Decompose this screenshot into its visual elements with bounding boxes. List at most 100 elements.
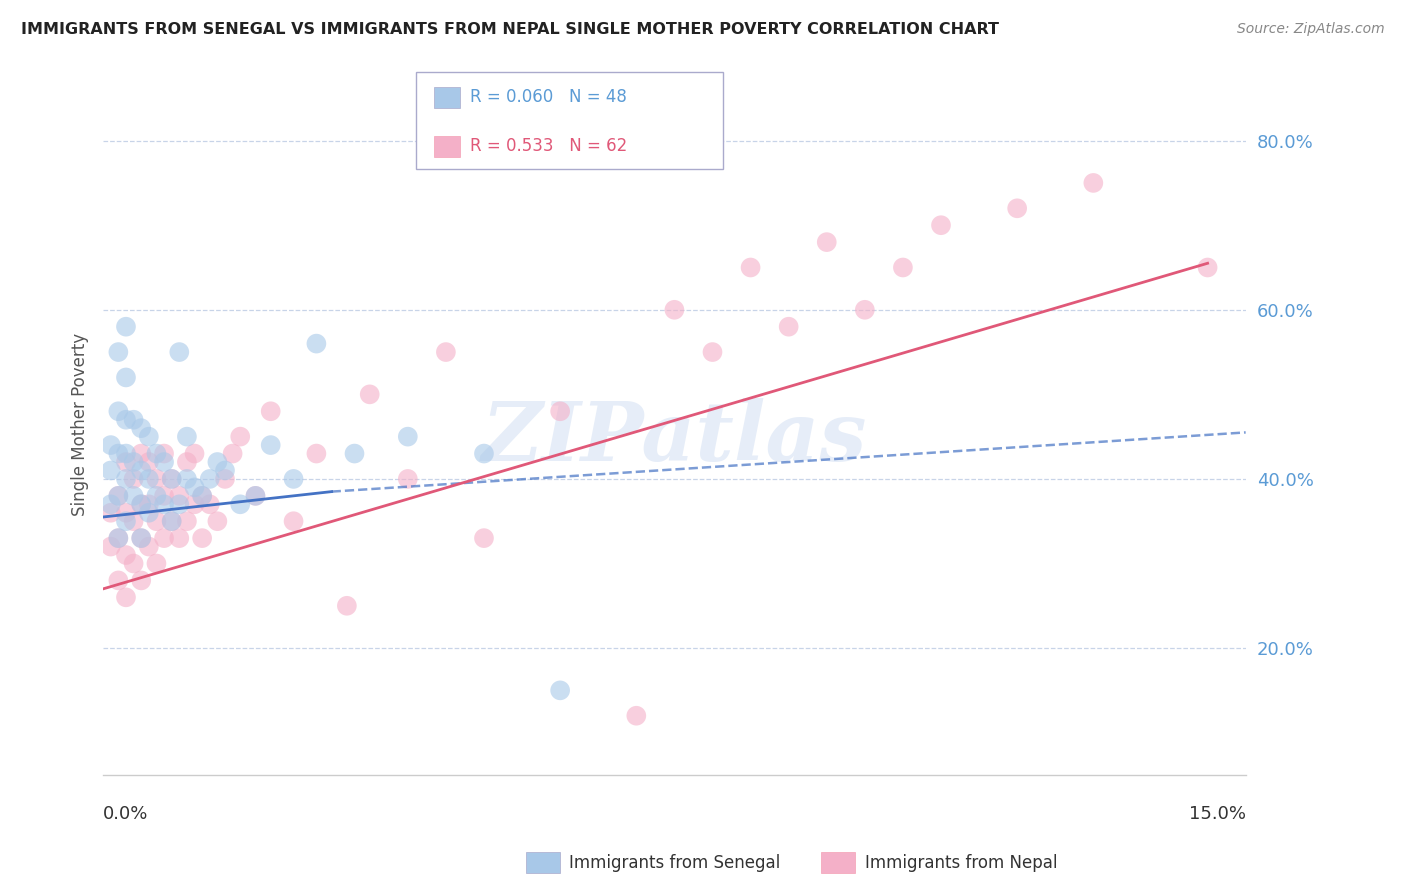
Point: [100, 540, 122, 554]
Point: [815, 235, 838, 249]
Point: [122, 413, 145, 427]
Point: [229, 497, 252, 511]
Point: [115, 506, 138, 520]
Point: [145, 472, 167, 486]
Point: [129, 463, 152, 477]
Point: [305, 446, 328, 460]
Text: Source: ZipAtlas.com: Source: ZipAtlas.com: [1237, 22, 1385, 37]
Point: [107, 345, 129, 359]
Point: [129, 574, 152, 588]
Point: [176, 455, 198, 469]
Point: [191, 531, 214, 545]
Point: [129, 446, 152, 460]
Point: [107, 574, 129, 588]
Point: [107, 489, 129, 503]
Point: [214, 472, 236, 486]
Point: [122, 557, 145, 571]
Point: [548, 683, 571, 698]
Text: ZIPatlas: ZIPatlas: [482, 398, 868, 478]
Point: [107, 531, 129, 545]
Point: [169, 497, 191, 511]
Point: [472, 446, 495, 460]
Point: [138, 506, 160, 520]
Text: IMMIGRANTS FROM SENEGAL VS IMMIGRANTS FROM NEPAL SINGLE MOTHER POVERTY CORRELATI: IMMIGRANTS FROM SENEGAL VS IMMIGRANTS FR…: [21, 22, 1000, 37]
Point: [434, 345, 457, 359]
Point: [191, 489, 214, 503]
Point: [153, 497, 176, 511]
Point: [153, 455, 176, 469]
Point: [115, 319, 138, 334]
Point: [283, 514, 305, 528]
Point: [100, 506, 122, 520]
Point: [343, 446, 366, 460]
Point: [115, 455, 138, 469]
Point: [107, 489, 129, 503]
Point: [176, 430, 198, 444]
Point: [138, 455, 160, 469]
Point: [176, 472, 198, 486]
Point: [107, 531, 129, 545]
Point: [100, 438, 122, 452]
Point: [169, 345, 191, 359]
Point: [129, 531, 152, 545]
Point: [100, 463, 122, 477]
Point: [115, 591, 138, 605]
Point: [198, 497, 221, 511]
Point: [183, 497, 205, 511]
Point: [169, 489, 191, 503]
Point: [245, 489, 267, 503]
Point: [472, 531, 495, 545]
Point: [778, 319, 800, 334]
Point: [145, 557, 167, 571]
Point: [115, 548, 138, 562]
Point: [548, 404, 571, 418]
Point: [138, 430, 160, 444]
Point: [260, 438, 283, 452]
Point: [115, 413, 138, 427]
Point: [160, 514, 183, 528]
Point: [129, 531, 152, 545]
Point: [336, 599, 359, 613]
Point: [207, 514, 229, 528]
Point: [115, 472, 138, 486]
Point: [107, 404, 129, 418]
Point: [176, 514, 198, 528]
Point: [169, 531, 191, 545]
Point: [115, 514, 138, 528]
Point: [138, 540, 160, 554]
Point: [1197, 260, 1219, 275]
Point: [664, 302, 686, 317]
Point: [145, 446, 167, 460]
Point: [122, 514, 145, 528]
Point: [207, 455, 229, 469]
Point: [122, 472, 145, 486]
Point: [115, 446, 138, 460]
Point: [160, 472, 183, 486]
Point: [396, 430, 419, 444]
Point: [229, 430, 252, 444]
Point: [702, 345, 724, 359]
Text: 0.0%: 0.0%: [103, 805, 149, 823]
Text: Immigrants from Nepal: Immigrants from Nepal: [865, 854, 1057, 871]
Point: [129, 497, 152, 511]
Point: [283, 472, 305, 486]
Point: [160, 472, 183, 486]
Point: [198, 472, 221, 486]
Point: [160, 514, 183, 528]
Point: [1083, 176, 1105, 190]
Point: [107, 446, 129, 460]
Point: [1005, 202, 1028, 216]
Point: [100, 497, 122, 511]
Point: [359, 387, 381, 401]
Point: [129, 421, 152, 435]
Point: [145, 489, 167, 503]
Point: [221, 446, 243, 460]
Point: [129, 497, 152, 511]
Point: [145, 514, 167, 528]
Y-axis label: Single Mother Poverty: Single Mother Poverty: [72, 333, 89, 516]
Text: R = 0.060   N = 48: R = 0.060 N = 48: [470, 88, 627, 106]
Text: R = 0.533   N = 62: R = 0.533 N = 62: [470, 137, 627, 155]
Point: [122, 489, 145, 503]
Point: [153, 446, 176, 460]
Point: [626, 708, 648, 723]
